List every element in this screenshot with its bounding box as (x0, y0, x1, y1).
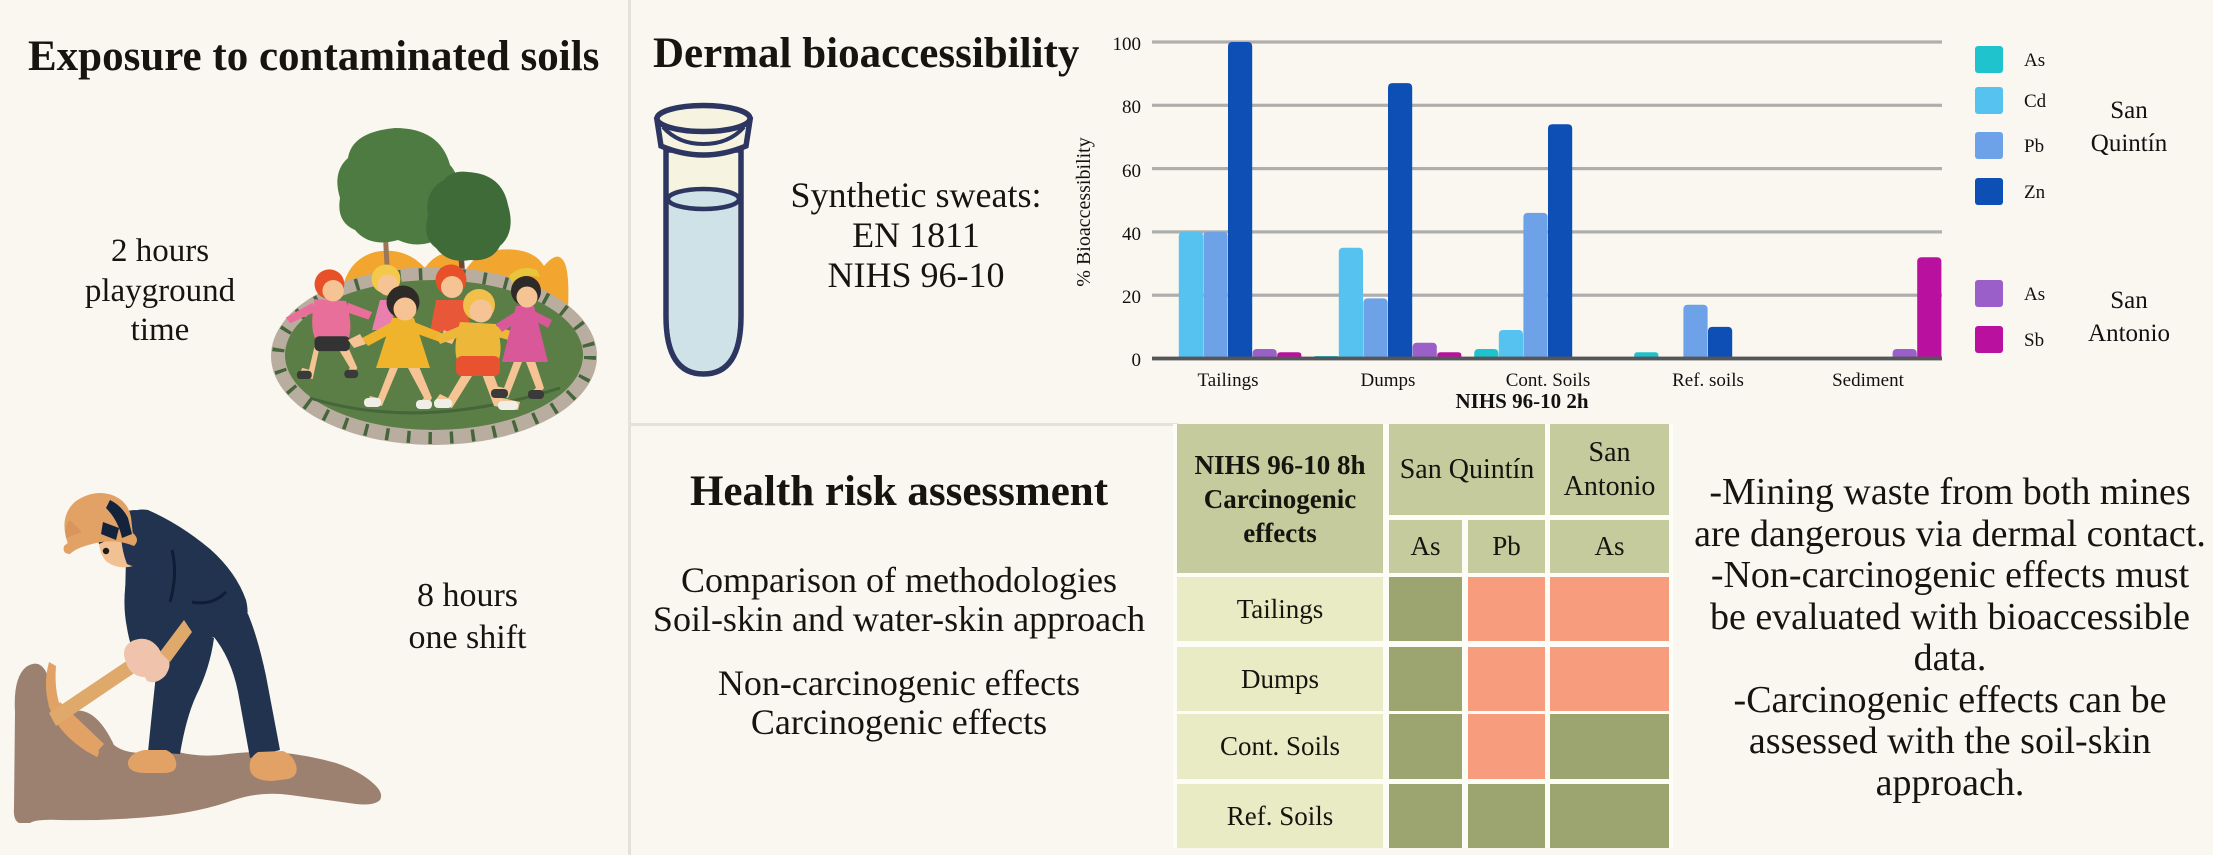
svg-text:Zn: Zn (2024, 182, 2046, 203)
svg-text:Sediment: Sediment (1832, 370, 1904, 391)
svg-text:20: 20 (1122, 287, 1141, 308)
svg-text:San: San (2110, 97, 2148, 124)
svg-text:Pb: Pb (2024, 136, 2044, 157)
svg-text:80: 80 (1122, 97, 1141, 118)
svg-text:60: 60 (1122, 161, 1141, 182)
svg-text:Sb: Sb (2024, 330, 2044, 351)
svg-text:As: As (2024, 284, 2045, 305)
svg-text:NIHS 96-10 2h: NIHS 96-10 2h (1455, 389, 1588, 413)
svg-text:Cd: Cd (2024, 91, 2047, 112)
svg-text:0: 0 (1132, 350, 1142, 371)
svg-text:Quintín: Quintín (2091, 130, 2168, 157)
svg-text:Cont. Soils: Cont. Soils (1506, 370, 1590, 391)
svg-text:Dumps: Dumps (1361, 370, 1416, 391)
svg-text:San: San (2110, 287, 2148, 314)
svg-text:% Bioaccessibility: % Bioaccessibility (1073, 137, 1095, 286)
svg-text:Ref. soils: Ref. soils (1672, 370, 1744, 391)
svg-text:100: 100 (1113, 34, 1142, 55)
svg-text:40: 40 (1122, 224, 1141, 245)
svg-text:Tailings: Tailings (1198, 370, 1259, 391)
svg-text:As: As (2024, 50, 2045, 71)
svg-text:Antonio: Antonio (2088, 320, 2170, 347)
